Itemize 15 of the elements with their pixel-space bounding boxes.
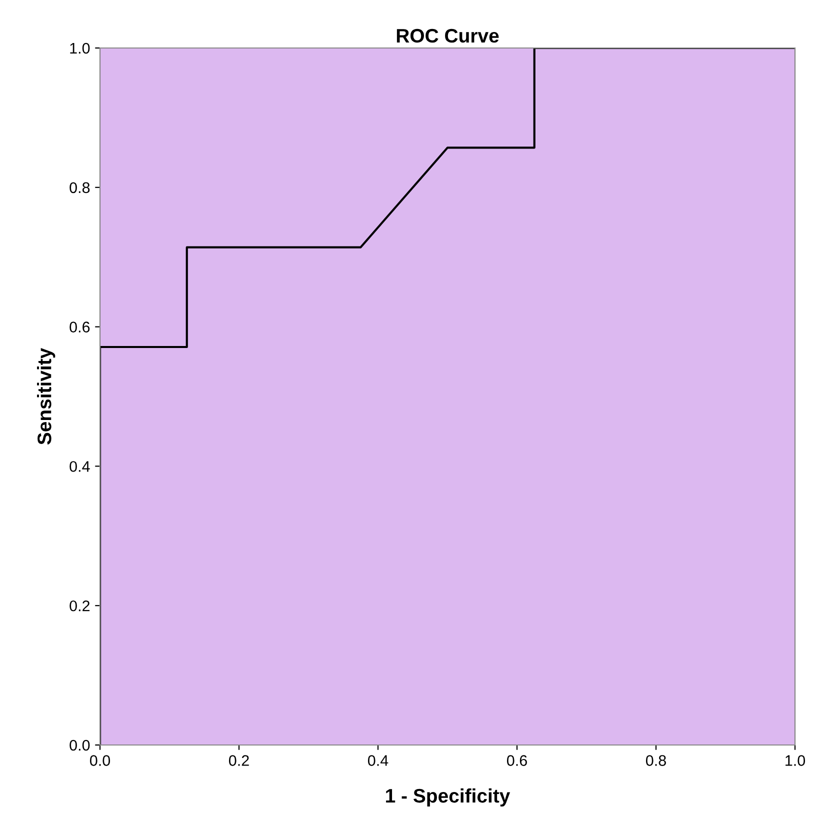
y-tick-label: 0.8 [70,182,90,194]
x-tick-label: 0.0 [90,755,110,766]
y-tick-label: 0.6 [70,322,90,332]
x-tick-label: 0.4 [368,755,388,766]
y-tick-label: 0.2 [70,600,90,612]
x-axis-title: 1 - Specificity [386,788,510,807]
y-tick-label: 0.0 [70,740,90,751]
x-tick-label: 0.6 [506,755,527,766]
y-tick-label: 1.0 [70,42,90,54]
x-tick-label: 0.8 [646,755,666,766]
x-tick-label: 0.2 [228,755,249,766]
y-tick-label: 0.4 [70,461,90,472]
chart-title: ROC Curve [396,28,499,43]
x-tick-label: 1.0 [786,755,806,766]
y-axis-title: Sensitivity [37,348,56,445]
